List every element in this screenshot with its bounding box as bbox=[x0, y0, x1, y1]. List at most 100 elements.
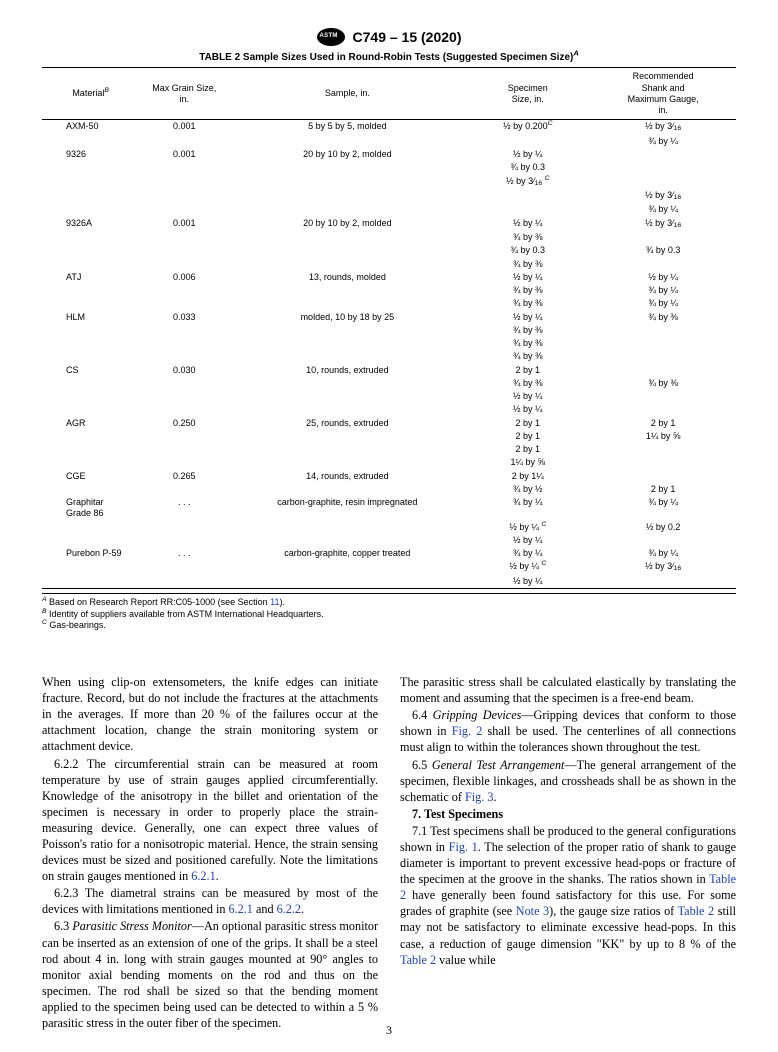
table-row: ¾ by ⅜ bbox=[42, 231, 736, 244]
table-cell bbox=[139, 203, 229, 216]
table-cell bbox=[229, 189, 465, 203]
table-row: ¾ by ⅜ bbox=[42, 324, 736, 337]
table-cell: 9326A bbox=[42, 217, 139, 231]
table-row: 2 by 1 bbox=[42, 443, 736, 456]
table-cell bbox=[139, 534, 229, 547]
table-row: ¾ by ½2 by 1 bbox=[42, 483, 736, 496]
table-cell: ¾ by ¼ bbox=[590, 135, 736, 148]
table-row: ATJ0.00613, rounds, molded½ by ¼½ by ¼ bbox=[42, 271, 736, 284]
table-row: ½ by 3⁄16 C bbox=[42, 175, 736, 189]
table-cell bbox=[42, 189, 139, 203]
paragraph: 6.2.2 The circumferential strain can be … bbox=[42, 756, 378, 885]
table-cell: 13, rounds, molded bbox=[229, 271, 465, 284]
table-cell bbox=[229, 350, 465, 363]
table-cell bbox=[229, 258, 465, 271]
table-cell: 25, rounds, extruded bbox=[229, 417, 465, 430]
footnote-b: B Identity of suppliers available from A… bbox=[42, 609, 736, 621]
table-cell: ¾ by ¼ bbox=[590, 284, 736, 297]
table-cell bbox=[139, 258, 229, 271]
table-cell: ¾ by ⅜ bbox=[465, 231, 590, 244]
table-cell bbox=[229, 337, 465, 350]
table-cell: ¾ by ⅜ bbox=[590, 377, 736, 390]
footnote-a: A Based on Research Report RR:C05-1000 (… bbox=[42, 597, 736, 609]
table-cell: 0.033 bbox=[139, 311, 229, 324]
table-cell bbox=[42, 483, 139, 496]
table-cell: ½ by ¼ bbox=[465, 534, 590, 547]
table-cell bbox=[590, 403, 736, 416]
paragraph: 6.5 General Test Arrangement—The general… bbox=[400, 757, 736, 805]
table2-footnotes: A Based on Research Report RR:C05-1000 (… bbox=[42, 593, 736, 632]
table-cell: ½ by ¼ bbox=[465, 403, 590, 416]
table-cell bbox=[139, 390, 229, 403]
table-cell bbox=[229, 483, 465, 496]
table-cell bbox=[590, 390, 736, 403]
table-cell: ½ by 0.200C bbox=[465, 120, 590, 135]
table-cell bbox=[139, 231, 229, 244]
table-cell bbox=[139, 456, 229, 469]
table-cell bbox=[590, 148, 736, 161]
table-cell bbox=[42, 350, 139, 363]
table-cell bbox=[229, 430, 465, 443]
paragraph: 6.4 Gripping Devices—Gripping devices th… bbox=[400, 707, 736, 755]
doc-header: C749 – 15 (2020) bbox=[42, 28, 736, 46]
th-grainsize: Max Grain Size,in. bbox=[139, 68, 229, 120]
table-cell bbox=[139, 324, 229, 337]
table-cell bbox=[139, 521, 229, 534]
table-cell bbox=[42, 135, 139, 148]
table-cell bbox=[139, 560, 229, 574]
table-cell: ½ by ¼ bbox=[465, 271, 590, 284]
table-cell bbox=[139, 337, 229, 350]
table-cell: ¾ by 0.3 bbox=[465, 244, 590, 257]
table-cell bbox=[139, 135, 229, 148]
table-row: Purebon P-59. . .carbon-graphite, copper… bbox=[42, 547, 736, 560]
table-cell: ½ by ¼ bbox=[465, 311, 590, 324]
table-row: ½ by 3⁄16 bbox=[42, 189, 736, 203]
body-columns: When using clip-on extensometers, the kn… bbox=[42, 674, 736, 1032]
table-row: CS0.03010, rounds, extruded2 by 1 bbox=[42, 364, 736, 377]
table-cell bbox=[42, 203, 139, 216]
table-cell bbox=[590, 470, 736, 483]
footnote-c: C Gas-bearings. bbox=[42, 620, 736, 632]
table-cell bbox=[139, 377, 229, 390]
table-cell: 0.001 bbox=[139, 148, 229, 161]
table-cell bbox=[42, 443, 139, 456]
table-cell: ¾ by ⅜ bbox=[465, 258, 590, 271]
table-cell: 20 by 10 by 2, molded bbox=[229, 217, 465, 231]
table-cell: 2 by 1 bbox=[465, 443, 590, 456]
table-row: ¾ by ⅜ bbox=[42, 337, 736, 350]
table-cell: CS bbox=[42, 364, 139, 377]
page-number: 3 bbox=[0, 1023, 778, 1038]
table2: MaterialB Max Grain Size,in. Sample, in.… bbox=[42, 67, 736, 589]
table-cell bbox=[42, 521, 139, 534]
table-row: ½ by ¼ bbox=[42, 403, 736, 416]
table-cell: 0.006 bbox=[139, 271, 229, 284]
table-cell: 2 by 1 bbox=[465, 430, 590, 443]
table-cell bbox=[139, 575, 229, 589]
th-specimen: SpecimenSize, in. bbox=[465, 68, 590, 120]
paragraph: When using clip-on extensometers, the kn… bbox=[42, 674, 378, 754]
table-cell bbox=[42, 377, 139, 390]
table-cell: GraphitarGrade 86 bbox=[42, 496, 139, 521]
table-cell: ½ by ¼ C bbox=[465, 521, 590, 534]
table-cell bbox=[42, 297, 139, 310]
table-cell: 1¼ by ⅝ bbox=[465, 456, 590, 469]
table-cell: ¾ by ¼ bbox=[465, 547, 590, 560]
page: C749 – 15 (2020) TABLE 2 Sample Sizes Us… bbox=[0, 0, 778, 1052]
table-cell bbox=[229, 521, 465, 534]
table-cell bbox=[229, 244, 465, 257]
th-recommended: RecommendedShank andMaximum Gauge,in. bbox=[590, 68, 736, 120]
table-cell bbox=[139, 350, 229, 363]
table-cell bbox=[229, 324, 465, 337]
table-row: 93260.00120 by 10 by 2, molded½ by ¼ bbox=[42, 148, 736, 161]
table-cell: carbon-graphite, resin impregnated bbox=[229, 496, 465, 521]
table-cell bbox=[465, 203, 590, 216]
table-cell bbox=[229, 231, 465, 244]
table-cell bbox=[229, 575, 465, 589]
table-cell bbox=[590, 534, 736, 547]
table-cell: ¾ by ⅜ bbox=[465, 297, 590, 310]
left-column: When using clip-on extensometers, the kn… bbox=[42, 674, 378, 1032]
table-cell: ¾ by ¼ bbox=[590, 203, 736, 216]
table2-body: AXM-500.0015 by 5 by 5, molded½ by 0.200… bbox=[42, 120, 736, 589]
table-cell bbox=[590, 456, 736, 469]
table2-title: TABLE 2 Sample Sizes Used in Round-Robin… bbox=[42, 52, 736, 63]
